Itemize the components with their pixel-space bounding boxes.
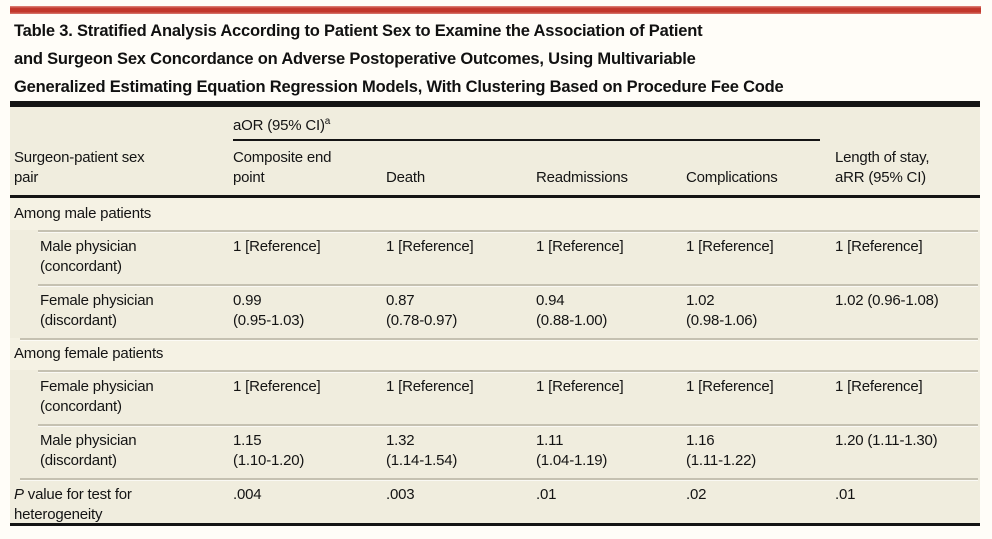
section-row-among-female-patients: Among female patients bbox=[10, 338, 980, 370]
cell-composite: 1 [Reference] bbox=[233, 238, 321, 255]
cell-readmissions: 1 [Reference] bbox=[536, 238, 624, 255]
column-header-composite-end-point: Composite end point bbox=[233, 141, 386, 195]
header-line: pair bbox=[14, 169, 39, 186]
row-label: Female physician (discordant) bbox=[40, 292, 154, 329]
cell-death: 1 [Reference] bbox=[386, 378, 474, 395]
column-header-surgeon-patient-sex-pair: Surgeon-patient sex pair bbox=[10, 107, 233, 195]
cell-composite: 1.15 (1.10-1.20) bbox=[233, 432, 305, 469]
p-symbol: P bbox=[14, 486, 24, 503]
header-line: Surgeon-patient sex bbox=[14, 149, 145, 166]
table-header: Surgeon-patient sex pair aOR (95% CI)a C… bbox=[10, 107, 980, 198]
cell-composite: 0.99 (0.95-1.03) bbox=[233, 292, 305, 329]
table-title-line-3: Generalized Estimating Equation Regressi… bbox=[14, 78, 784, 96]
cell-death: 1.32 (1.14-1.54) bbox=[386, 432, 458, 469]
header-line: aRR (95% CI) bbox=[835, 169, 926, 186]
table-row-female-physician-discordant: Female physician (discordant) 0.99 (0.95-… bbox=[10, 284, 980, 338]
cell-death: 1 [Reference] bbox=[386, 238, 474, 255]
cell-composite: 1 [Reference] bbox=[233, 378, 321, 395]
row-label: Female physician (concordant) bbox=[40, 378, 154, 415]
row-label: Male physician (concordant) bbox=[40, 238, 137, 275]
table-row-female-physician-concordant: Female physician (concordant) 1 [Referen… bbox=[10, 370, 980, 424]
table-row-male-physician-concordant: Male physician (concordant) 1 [Reference… bbox=[10, 230, 980, 284]
header-line: Readmissions bbox=[536, 169, 628, 186]
column-header-complications: Complications bbox=[686, 141, 835, 195]
cell-death: 0.87 (0.78-0.97) bbox=[386, 292, 458, 329]
cell-complications: 1 [Reference] bbox=[686, 238, 774, 255]
data-table: Surgeon-patient sex pair aOR (95% CI)a C… bbox=[10, 101, 980, 526]
header-line: point bbox=[233, 169, 265, 186]
cell-readmissions: 1.11 (1.04-1.19) bbox=[536, 432, 608, 469]
header-line: Death bbox=[386, 169, 426, 186]
cell-readmissions: 0.94 (0.88-1.00) bbox=[536, 292, 608, 329]
section-row-among-male-patients: Among male patients bbox=[10, 198, 980, 230]
row-label: P value for test for heterogeneity bbox=[14, 486, 132, 523]
column-header-readmissions: Readmissions bbox=[536, 141, 686, 195]
column-header-death: Death bbox=[386, 141, 536, 195]
cell-length-of-stay: 1.02 (0.96-1.08) bbox=[835, 292, 939, 309]
cell-complications: 1.16 (1.11-1.22) bbox=[686, 432, 757, 469]
p-value-row: P value for test for heterogeneity .004 … bbox=[10, 478, 980, 523]
header-line: Length of stay, bbox=[835, 149, 930, 166]
cell-length-of-stay: 1 [Reference] bbox=[835, 238, 923, 255]
section-label: Among female patients bbox=[14, 345, 164, 362]
header-line: Complications bbox=[686, 169, 778, 186]
accent-bar bbox=[10, 6, 981, 14]
p-value-composite: .004 bbox=[233, 486, 262, 503]
group-header-aor-95-ci: aOR (95% CI)a bbox=[233, 107, 820, 141]
group-header-label: aOR (95% CI) bbox=[233, 117, 325, 134]
cell-complications: 1 [Reference] bbox=[686, 378, 774, 395]
column-header-length-of-stay: Length of stay, aRR (95% CI) bbox=[835, 107, 980, 195]
cell-readmissions: 1 [Reference] bbox=[536, 378, 624, 395]
header-line: Composite end bbox=[233, 149, 332, 166]
footnote-marker-a: a bbox=[324, 116, 331, 127]
row-label: Male physician (discordant) bbox=[40, 432, 137, 469]
cell-complications: 1.02 (0.98-1.06) bbox=[686, 292, 758, 329]
section-label: Among male patients bbox=[14, 205, 152, 222]
p-value-death: .003 bbox=[386, 486, 415, 503]
p-value-complications: .02 bbox=[686, 486, 707, 503]
table-row-male-physician-discordant: Male physician (discordant) 1.15 (1.10-1.… bbox=[10, 424, 980, 478]
p-value-readmissions: .01 bbox=[536, 486, 557, 503]
table-title-line-2: and Surgeon Sex Concordance on Adverse P… bbox=[14, 50, 696, 68]
p-value-length-of-stay: .01 bbox=[835, 486, 856, 503]
table-title: Table 3. Stratified Analysis According t… bbox=[14, 17, 974, 101]
cell-length-of-stay: 1.20 (1.11-1.30) bbox=[835, 432, 938, 449]
table-title-line-1: Table 3. Stratified Analysis According t… bbox=[14, 22, 703, 40]
cell-length-of-stay: 1 [Reference] bbox=[835, 378, 923, 395]
